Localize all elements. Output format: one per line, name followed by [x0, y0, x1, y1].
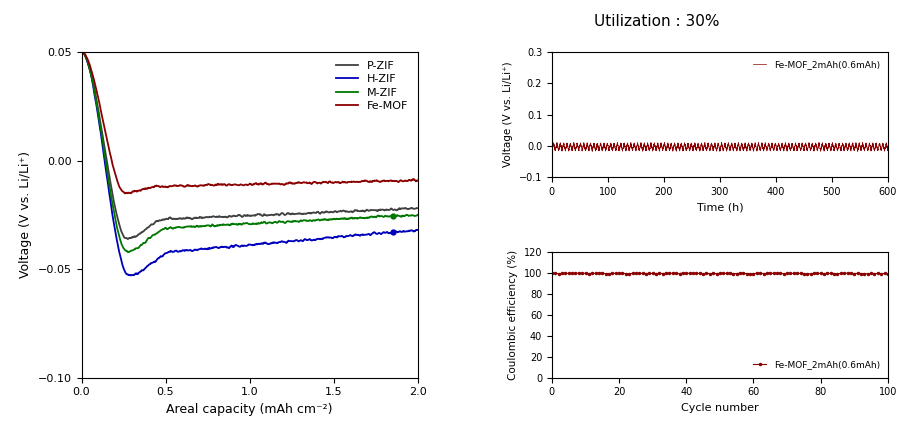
X-axis label: Cycle number: Cycle number — [681, 403, 758, 413]
P-ZIF — [122, 237, 133, 242]
P-ZIF — [412, 206, 423, 211]
Fe-MOF — [412, 178, 423, 183]
Fe-MOF_2mAh(0.6mAh) — [798, 271, 809, 276]
Fe-MOF_2mAh(0.6mAh) — [634, 271, 645, 276]
Fe-MOF_2mAh(0.6mAh) — [751, 271, 762, 276]
Line: Fe-MOF_2mAh(0.6mAh): Fe-MOF_2mAh(0.6mAh) — [552, 142, 888, 151]
X-axis label: Time (h): Time (h) — [697, 203, 743, 213]
P-ZIF — [97, 134, 108, 139]
M-ZIF — [97, 135, 108, 141]
P-ZIF — [272, 212, 283, 217]
Fe-MOF_2mAh(0.6mAh) — [857, 140, 868, 145]
Line: M-ZIF: M-ZIF — [82, 52, 418, 252]
Fe-MOF_2mAh(0.6mAh) — [718, 145, 729, 150]
Text: Utilization : 30%: Utilization : 30% — [594, 14, 719, 29]
Fe-MOF_2mAh(0.6mAh) — [723, 143, 734, 148]
Fe-MOF_2mAh(0.6mAh) — [882, 148, 893, 153]
Fe-MOF_2mAh(0.6mAh) — [805, 271, 816, 276]
Fe-MOF — [76, 50, 87, 55]
Fe-MOF_2mAh(0.6mAh) — [704, 271, 715, 276]
P-ZIF — [332, 210, 342, 215]
M-ZIF — [332, 216, 342, 221]
P-ZIF — [281, 211, 292, 217]
M-ZIF — [76, 49, 87, 54]
Fe-MOF_2mAh(0.6mAh) — [751, 145, 762, 151]
H-ZIF — [76, 49, 87, 55]
M-ZIF — [281, 220, 292, 225]
H-ZIF — [272, 240, 283, 246]
Fe-MOF — [281, 181, 292, 186]
P-ZIF — [366, 207, 377, 213]
Legend: P-ZIF, H-ZIF, M-ZIF, Fe-MOF: P-ZIF, H-ZIF, M-ZIF, Fe-MOF — [333, 58, 412, 114]
H-ZIF — [412, 227, 423, 233]
Fe-MOF — [78, 49, 89, 55]
Fe-MOF — [291, 180, 302, 185]
M-ZIF — [291, 219, 302, 224]
Fe-MOF_2mAh(0.6mAh) — [587, 149, 598, 154]
P-ZIF — [291, 211, 302, 217]
Fe-MOF — [272, 181, 283, 187]
Fe-MOF — [97, 118, 108, 123]
P-ZIF — [77, 49, 88, 54]
Y-axis label: Voltage (V vs. Li/Li⁺): Voltage (V vs. Li/Li⁺) — [503, 62, 514, 168]
H-ZIF — [332, 235, 342, 240]
X-axis label: Areal capacity (mAh cm⁻²): Areal capacity (mAh cm⁻²) — [167, 403, 333, 416]
M-ZIF — [412, 212, 423, 217]
Fe-MOF_2mAh(0.6mAh) — [564, 145, 575, 150]
Y-axis label: Voltage (V vs. Li/Li⁺): Voltage (V vs. Li/Li⁺) — [19, 151, 33, 278]
Fe-MOF_2mAh(0.6mAh) — [633, 146, 644, 151]
Fe-MOF — [366, 179, 377, 184]
Line: H-ZIF: H-ZIF — [82, 52, 418, 275]
Fe-MOF_2mAh(0.6mAh) — [882, 271, 893, 276]
Legend: Fe-MOF_2mAh(0.6mAh): Fe-MOF_2mAh(0.6mAh) — [749, 56, 883, 73]
Line: P-ZIF: P-ZIF — [82, 52, 418, 239]
H-ZIF — [125, 273, 136, 278]
H-ZIF — [97, 141, 108, 147]
Line: Fe-MOF_2mAh(0.6mAh): Fe-MOF_2mAh(0.6mAh) — [551, 272, 889, 275]
Fe-MOF — [120, 191, 130, 196]
H-ZIF — [281, 240, 292, 245]
H-ZIF — [366, 231, 377, 237]
Fe-MOF_2mAh(0.6mAh) — [573, 270, 584, 276]
M-ZIF — [366, 214, 377, 219]
M-ZIF — [272, 220, 283, 225]
Fe-MOF_2mAh(0.6mAh) — [546, 148, 557, 153]
Fe-MOF_2mAh(0.6mAh) — [596, 145, 607, 151]
Fe-MOF_2mAh(0.6mAh) — [546, 271, 557, 276]
Line: Fe-MOF: Fe-MOF — [82, 52, 418, 194]
Fe-MOF_2mAh(0.6mAh) — [570, 271, 581, 276]
Fe-MOF_2mAh(0.6mAh) — [785, 271, 795, 276]
Y-axis label: Coulombic efficiency (%): Coulombic efficiency (%) — [508, 250, 518, 380]
Legend: Fe-MOF_2mAh(0.6mAh): Fe-MOF_2mAh(0.6mAh) — [749, 357, 883, 373]
M-ZIF — [122, 250, 133, 255]
P-ZIF — [76, 49, 87, 55]
H-ZIF — [291, 237, 302, 243]
Fe-MOF — [332, 180, 342, 185]
